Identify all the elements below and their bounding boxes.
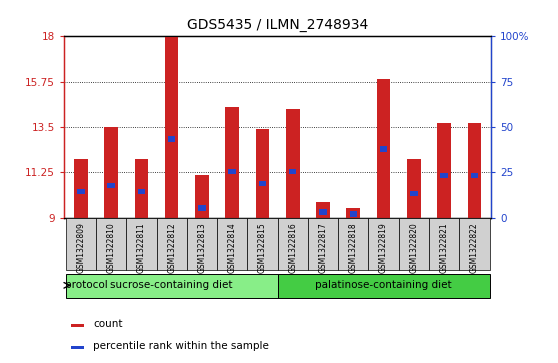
Text: palatinose-containing diet: palatinose-containing diet (315, 280, 452, 290)
Text: GSM1322809: GSM1322809 (76, 222, 85, 273)
Bar (308, 218, 338, 270)
Bar (198, 205, 206, 211)
Bar (429, 218, 459, 270)
Bar (377, 79, 391, 218)
Text: protocol: protocol (65, 280, 108, 290)
Bar (259, 181, 266, 186)
Bar (104, 127, 118, 218)
Bar (225, 107, 239, 218)
Bar (107, 183, 115, 188)
Bar (407, 159, 421, 218)
Bar (138, 189, 145, 195)
Text: GSM1322818: GSM1322818 (349, 222, 358, 273)
Bar (134, 159, 148, 218)
Bar (96, 218, 126, 270)
Bar (278, 218, 308, 270)
Bar (349, 211, 357, 217)
Bar (168, 136, 175, 142)
Bar (70, 346, 84, 350)
Bar (319, 209, 327, 215)
Text: GSM1322811: GSM1322811 (137, 222, 146, 273)
Bar (165, 36, 179, 218)
Title: GDS5435 / ILMN_2748934: GDS5435 / ILMN_2748934 (187, 19, 368, 33)
Bar (247, 218, 278, 270)
Bar (347, 208, 360, 218)
Text: GSM1322819: GSM1322819 (379, 222, 388, 273)
Bar (368, 218, 399, 270)
Text: GSM1322822: GSM1322822 (470, 222, 479, 273)
Text: GSM1322820: GSM1322820 (410, 222, 418, 273)
Bar (66, 274, 278, 298)
Text: GSM1322813: GSM1322813 (198, 222, 206, 273)
Bar (316, 202, 330, 218)
Text: GSM1322814: GSM1322814 (228, 222, 237, 273)
Bar (338, 218, 368, 270)
Bar (77, 189, 85, 195)
Bar (410, 191, 417, 196)
Bar (156, 218, 187, 270)
Text: GSM1322812: GSM1322812 (167, 222, 176, 273)
Text: GSM1322816: GSM1322816 (288, 222, 297, 273)
Bar (459, 218, 489, 270)
Bar (70, 324, 84, 327)
Bar (440, 173, 448, 178)
Text: GSM1322817: GSM1322817 (319, 222, 328, 273)
Bar (74, 159, 88, 218)
Bar (66, 218, 96, 270)
Bar (437, 123, 451, 218)
Bar (470, 173, 478, 178)
Text: GSM1322815: GSM1322815 (258, 222, 267, 273)
Bar (380, 146, 387, 152)
Text: sucrose-containing diet: sucrose-containing diet (110, 280, 233, 290)
Text: GSM1322821: GSM1322821 (440, 222, 449, 273)
Bar (195, 175, 209, 218)
Text: count: count (93, 318, 123, 329)
Bar (289, 168, 296, 174)
Bar (278, 274, 489, 298)
Bar (126, 218, 156, 270)
Bar (286, 109, 300, 218)
Bar (187, 218, 217, 270)
Bar (217, 218, 247, 270)
Bar (228, 168, 236, 174)
Text: GSM1322810: GSM1322810 (107, 222, 116, 273)
Bar (256, 129, 270, 218)
Bar (399, 218, 429, 270)
Bar (468, 123, 481, 218)
Text: percentile rank within the sample: percentile rank within the sample (93, 341, 269, 351)
